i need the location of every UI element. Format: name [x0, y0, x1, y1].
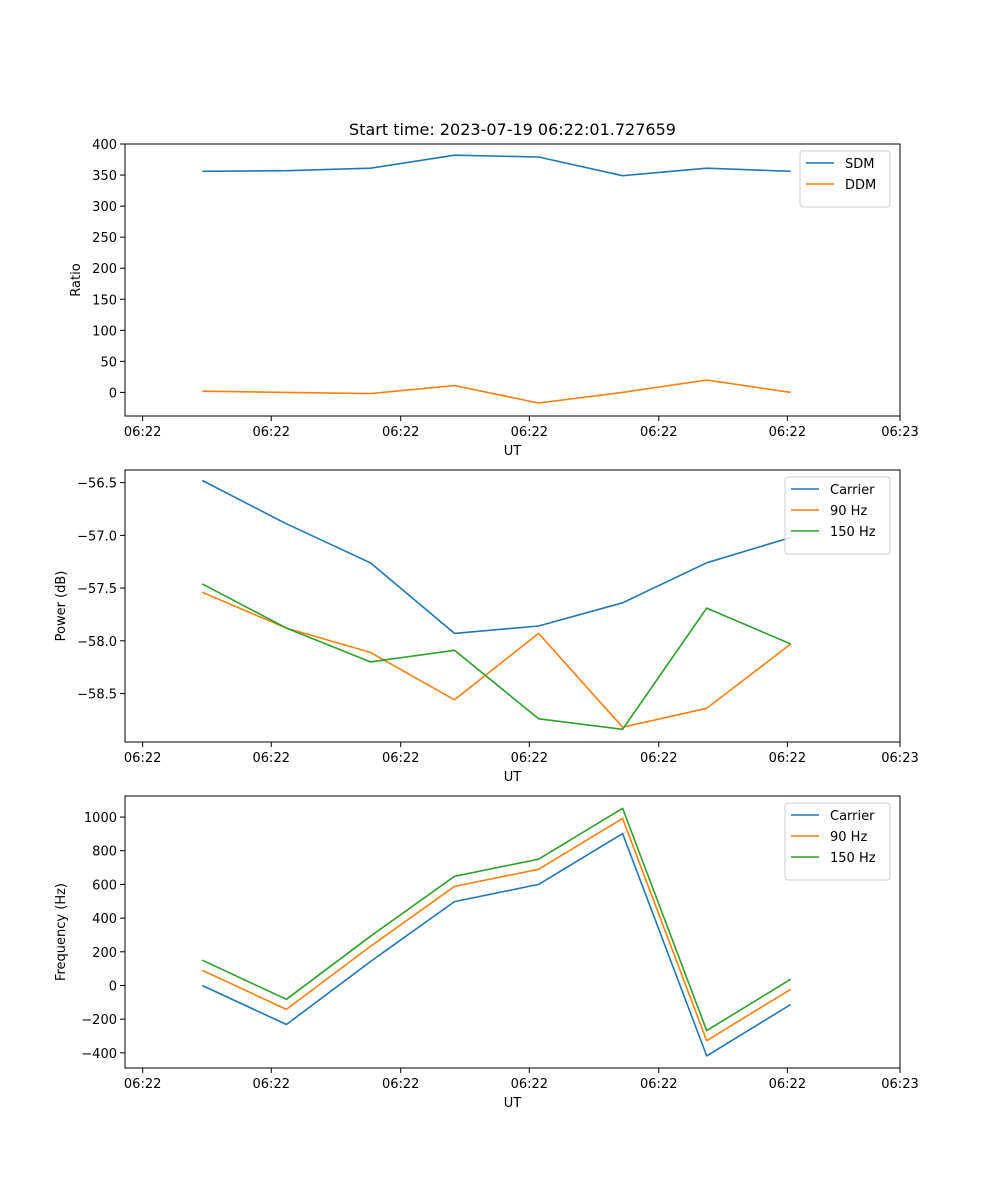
x-axis-label: UT: [504, 1096, 522, 1111]
y-tick-label: −56.5: [77, 477, 117, 492]
y-tick-label: −57.5: [77, 582, 117, 597]
x-tick-label: 06:22: [640, 751, 677, 766]
chart-title: Start time: 2023-07-19 06:22:01.727659: [349, 120, 676, 139]
legend: Carrier 90 Hz 150 Hz: [784, 476, 891, 555]
series-line-carrier: [201, 479, 791, 635]
y-tick-label: −58.0: [77, 635, 117, 650]
x-tick-label: 06:22: [769, 425, 806, 440]
x-tick-label: 06:22: [382, 751, 419, 766]
legend-label: 150 Hz: [830, 851, 876, 866]
axes-frame: [124, 795, 901, 1069]
x-tick-label: 06:22: [769, 751, 806, 766]
legend-label: 150 Hz: [830, 525, 876, 540]
legend-label: 90 Hz: [830, 830, 867, 845]
x-tick-label: 06:22: [124, 1077, 161, 1092]
y-tick-label: 400: [92, 138, 117, 153]
y-tick-label: 1000: [84, 811, 117, 826]
y-tick-label: 0: [109, 979, 117, 994]
series-line-90-hz: [201, 817, 792, 1042]
series-line-sdm: [202, 154, 791, 177]
x-tick-label: 06:22: [382, 425, 419, 440]
y-tick-label: 200: [92, 946, 117, 961]
x-tick-label: 06:22: [253, 751, 290, 766]
x-tick-label: 06:22: [511, 751, 548, 766]
subplot-1: Start time: 2023-07-19 06:22:01.727659 06…: [69, 120, 919, 459]
legend-label: SDM: [845, 157, 874, 172]
legend-box: [784, 802, 891, 881]
series-line-150-hz: [201, 583, 792, 731]
x-tick-label: 06:22: [769, 1077, 806, 1092]
y-axis-label: Ratio: [69, 263, 84, 296]
x-axis-label: UT: [504, 770, 522, 785]
legend: Carrier 90 Hz 150 Hz: [784, 802, 891, 881]
y-tick-label: 600: [92, 878, 117, 893]
y-tick-label: −200: [81, 1013, 117, 1028]
y-axis-label: Power (dB): [54, 571, 69, 642]
legend: SDM DDM: [799, 150, 891, 208]
y-tick-label: −57.0: [77, 529, 117, 544]
legend-label: 90 Hz: [830, 504, 867, 519]
series-line-ddm: [202, 379, 791, 404]
y-tick-label: −400: [81, 1047, 117, 1062]
axes-frame: [124, 143, 901, 417]
y-tick-label: 250: [92, 231, 117, 246]
x-tick-label: 06:23: [881, 1077, 918, 1092]
series-line-90-hz: [201, 591, 792, 729]
subplot-2: 06:22 06:22 06:22 06:22 06:22 06:22 06:23 −58.5…: [54, 469, 919, 785]
y-tick-label: 800: [92, 845, 117, 860]
y-tick-label: 50: [100, 355, 117, 370]
x-tick-label: 06:22: [511, 425, 548, 440]
y-tick-label: 0: [109, 386, 117, 401]
y-tick-label: 100: [92, 324, 117, 339]
y-axis-label: Frequency (Hz): [54, 883, 69, 981]
y-tick-label: 150: [92, 293, 117, 308]
y-tick-label: 300: [92, 200, 117, 215]
x-tick-label: 06:22: [124, 751, 161, 766]
y-tick-label: 350: [92, 169, 117, 184]
series-line-carrier: [201, 832, 792, 1057]
legend-box: [799, 150, 891, 208]
x-tick-label: 06:22: [511, 1077, 548, 1092]
x-tick-label: 06:22: [253, 425, 290, 440]
legend-label: Carrier: [830, 483, 875, 498]
axes-frame: [124, 469, 901, 743]
x-tick-label: 06:22: [124, 425, 161, 440]
subplot-3: 06:22 06:22 06:22 06:22 06:22 06:22 06:23 −400 −…: [54, 795, 919, 1111]
x-tick-label: 06:23: [881, 425, 918, 440]
x-tick-label: 06:22: [382, 1077, 419, 1092]
x-tick-label: 06:22: [640, 1077, 677, 1092]
y-tick-label: −58.5: [77, 688, 117, 703]
x-axis-label: UT: [504, 444, 522, 459]
x-tick-label: 06:22: [253, 1077, 290, 1092]
x-tick-label: 06:23: [881, 751, 918, 766]
x-tick-label: 06:22: [640, 425, 677, 440]
legend-label: Carrier: [830, 809, 875, 824]
legend-box: [784, 476, 891, 555]
series-line-150-hz: [201, 807, 792, 1032]
y-tick-label: 200: [92, 262, 117, 277]
legend-label: DDM: [845, 178, 876, 193]
y-tick-label: 400: [92, 912, 117, 927]
